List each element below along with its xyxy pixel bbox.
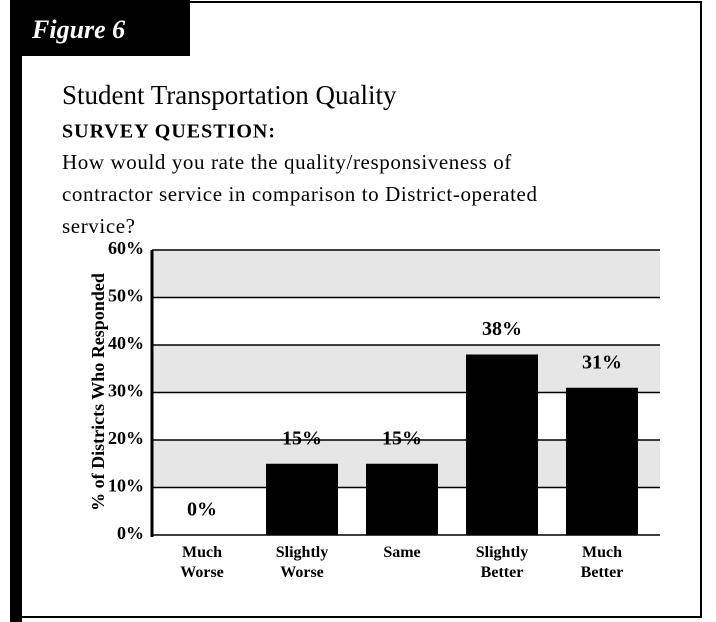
x-tick-label: Much Better (581, 544, 624, 581)
grid-band (152, 345, 660, 393)
bar (566, 387, 638, 535)
y-tick-label: 30% (108, 381, 144, 401)
y-tick-label: 10% (108, 476, 144, 496)
chart-title: Student Transportation Quality (62, 80, 397, 110)
x-tick-label: Much Worse (180, 544, 224, 581)
question-line: contractor service in comparison to Dist… (62, 182, 538, 206)
figure-label: Figure 6 (31, 15, 125, 44)
bar (466, 354, 538, 535)
y-tick-label: 20% (108, 428, 144, 448)
value-label: 31% (582, 351, 622, 373)
subtitle: SURVEY QUESTION: (62, 121, 276, 143)
question-line: How would you rate the quality/responsiv… (62, 150, 512, 174)
y-tick-label: 60% (108, 238, 144, 258)
x-tick-label: Same (383, 544, 420, 561)
y-tick-label: 50% (108, 286, 144, 306)
question-line: service? (62, 214, 136, 238)
frame-left (10, 0, 22, 622)
value-label: 0% (187, 499, 217, 521)
y-tick-label: 40% (108, 333, 144, 353)
x-tick-label: Slightly Worse (276, 544, 328, 581)
y-tick-label: 0% (117, 523, 144, 543)
figure-tab (10, 0, 190, 56)
value-label: 15% (282, 427, 322, 449)
bar (266, 463, 338, 535)
y-axis-label: % of Districts Who Responded (88, 273, 108, 511)
bar (366, 463, 438, 535)
value-label: 38% (482, 318, 522, 340)
value-label: 15% (382, 427, 422, 449)
x-tick-label: Slightly Better (476, 544, 528, 581)
grid-band (152, 250, 660, 298)
